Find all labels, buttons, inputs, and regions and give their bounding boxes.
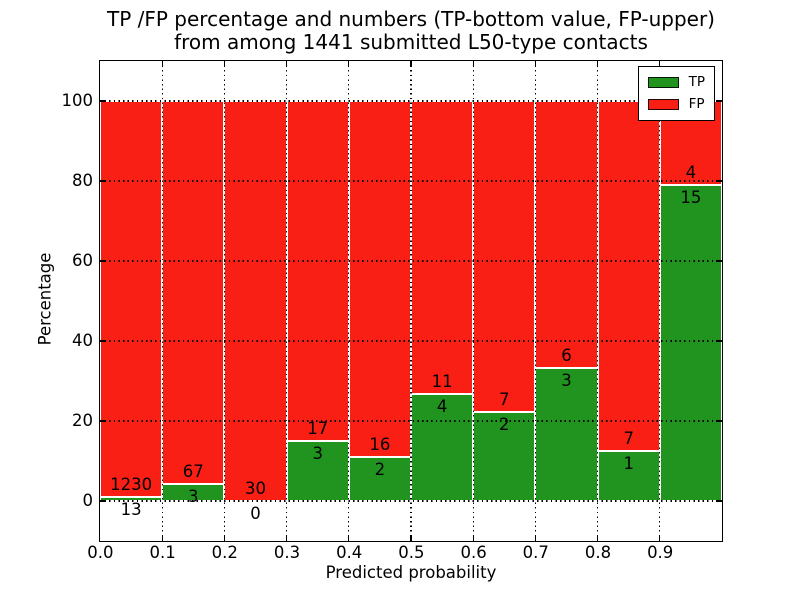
y-tick-mark-left (100, 260, 106, 262)
x-tick-mark-bottom (161, 535, 163, 541)
fp-count-label-7: 6 (561, 345, 572, 365)
legend: TP FP (637, 66, 715, 121)
bar-tp-9 (659, 185, 722, 501)
gridline-v-4 (348, 61, 350, 541)
x-tick-label-0.4: 0.4 (336, 543, 363, 562)
chart-title: TP /FP percentage and numbers (TP-bottom… (99, 8, 723, 54)
x-tick-label-0.5: 0.5 (398, 543, 425, 562)
fp-count-label-9: 4 (685, 163, 697, 183)
tp-count-label-0: 13 (120, 499, 142, 519)
x-tick-mark-top (596, 61, 599, 67)
bar-fp-0 (100, 101, 163, 497)
y-tick-mark-left (100, 100, 106, 102)
y-tick-label-40: 40 (72, 331, 93, 351)
x-tick-label-0.9: 0.9 (647, 543, 674, 562)
x-tick-label-0.1: 0.1 (149, 543, 176, 562)
tp-count-label-6: 2 (499, 415, 510, 435)
bar-fp-7 (535, 101, 598, 368)
y-tick-mark-left (100, 420, 106, 422)
tp-count-label-5: 4 (436, 397, 448, 417)
tp-count-label-2: 0 (250, 504, 261, 523)
gridline-v-6 (472, 61, 474, 541)
tp-count-label-7: 3 (561, 370, 572, 390)
x-tick-mark-bottom (534, 535, 537, 541)
x-tick-mark-bottom (410, 535, 412, 541)
tp-count-label-8: 1 (623, 454, 634, 473)
gridline-v-5 (410, 61, 412, 541)
gridline-v-9 (659, 61, 661, 541)
x-tick-mark-bottom (596, 535, 599, 541)
y-tick-label-100: 100 (61, 91, 94, 111)
x-tick-mark-top (285, 61, 288, 67)
x-tick-mark-top (472, 61, 474, 67)
fp-count-label-8: 7 (623, 429, 634, 448)
bar-fp-8 (597, 101, 660, 451)
x-tick-label-0.0: 0.0 (87, 543, 114, 562)
bar-fp-3 (286, 101, 349, 441)
x-tick-label-0.3: 0.3 (273, 543, 301, 562)
y-tick-mark-right (716, 500, 722, 502)
tp-count-label-9: 15 (680, 188, 702, 208)
gridline-v-7 (534, 61, 537, 541)
legend-fp-swatch (647, 99, 679, 110)
x-tick-label-0.2: 0.2 (211, 543, 238, 562)
y-tick-mark-left (100, 340, 106, 342)
y-tick-mark-left (100, 180, 106, 182)
y-tick-label-20: 20 (72, 411, 93, 431)
tp-count-label-3: 3 (312, 444, 323, 463)
y-tick-mark-left (100, 500, 106, 502)
x-tick-mark-top (348, 61, 350, 67)
chart-title-line2: from among 1441 submitted L50-type conta… (174, 30, 648, 54)
x-tick-mark-top (659, 61, 661, 67)
fp-count-label-2: 30 (244, 479, 266, 498)
fp-count-label-4: 16 (369, 434, 391, 454)
y-tick-label-80: 80 (72, 171, 93, 191)
tp-count-label-4: 2 (374, 459, 386, 479)
tp-count-label-1: 3 (188, 486, 199, 506)
y-tick-mark-right (716, 340, 722, 342)
bar-fp-5 (411, 101, 474, 395)
x-tick-label-0.8: 0.8 (584, 543, 612, 562)
x-tick-mark-top (410, 61, 412, 67)
y-tick-mark-right (716, 180, 722, 182)
legend-fp-label: FP (688, 96, 705, 112)
gridline-v-1 (161, 61, 163, 541)
x-tick-mark-top (534, 61, 537, 67)
bar-fp-1 (162, 101, 225, 484)
gridline-v-2 (223, 61, 226, 541)
x-tick-mark-top (223, 61, 226, 67)
legend-tp-swatch (647, 77, 679, 88)
fp-count-label-0: 1230 (110, 474, 153, 494)
gridline-v-3 (285, 61, 288, 541)
bar-fp-2 (224, 101, 287, 501)
y-tick-label-0: 0 (82, 491, 94, 511)
fp-count-label-6: 7 (499, 390, 510, 410)
legend-row-tp: TP (647, 74, 705, 90)
legend-tp-label: TP (688, 74, 705, 90)
y-tick-mark-right (716, 420, 722, 422)
fp-count-label-1: 67 (182, 461, 204, 481)
x-tick-label-0.6: 0.6 (460, 543, 487, 562)
x-tick-label-0.7: 0.7 (522, 543, 549, 562)
x-tick-mark-bottom (285, 535, 288, 541)
gridline-v-8 (596, 61, 599, 541)
fp-count-label-5: 11 (431, 372, 453, 392)
x-tick-mark-bottom (472, 535, 474, 541)
x-tick-mark-top (161, 61, 163, 67)
legend-row-fp: FP (647, 96, 705, 112)
y-tick-label-60: 60 (72, 251, 93, 271)
y-tick-mark-right (716, 100, 722, 102)
x-tick-mark-bottom (659, 535, 661, 541)
x-axis-label: Predicted probability (325, 563, 497, 582)
bar-fp-6 (473, 101, 536, 413)
chart-title-line1: TP /FP percentage and numbers (TP-bottom… (107, 7, 715, 31)
x-tick-mark-bottom (223, 535, 226, 541)
plot-area: 1230 13 67 3 30 0 17 3 16 2 11 4 7 2 6 3 7 1 4 15 TP FP (99, 60, 723, 542)
fp-count-label-3: 17 (307, 419, 329, 438)
y-tick-mark-right (716, 260, 722, 262)
bar-fp-4 (348, 101, 411, 457)
x-tick-mark-bottom (348, 535, 350, 541)
